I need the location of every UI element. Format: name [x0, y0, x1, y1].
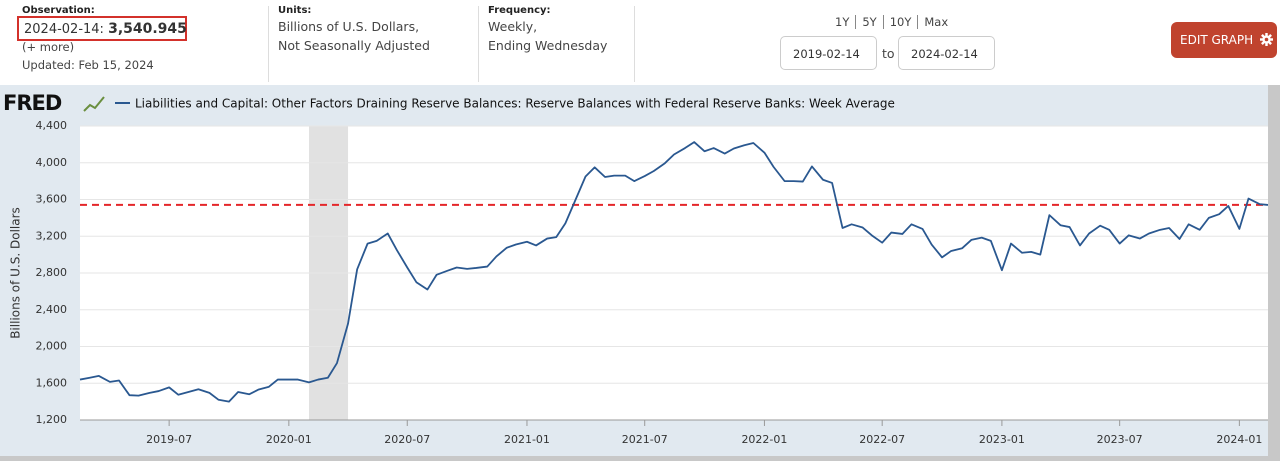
edit-graph-label: EDIT GRAPH	[1180, 33, 1254, 47]
header: Observation: 2024-02-14: 3,540.945 (+ mo…	[0, 0, 1280, 85]
y-tick-label: 1,600	[36, 376, 68, 389]
y-tick-label: 3,600	[36, 193, 68, 206]
divider	[478, 6, 479, 82]
range-link[interactable]: Max	[917, 15, 955, 29]
edit-graph-button[interactable]: EDIT GRAPH	[1171, 22, 1277, 58]
x-tick-label: 2019-07	[146, 433, 192, 446]
chart-panel: FRED 1,200 1,600 2,000 2,400 2,800 3,200 3,600…	[0, 85, 1269, 456]
frequency-line: Weekly,	[488, 19, 538, 34]
x-tick-label: 2022-01	[741, 433, 787, 446]
y-tick-label: 2,000	[36, 340, 68, 353]
x-tick-label: 2020-07	[384, 433, 430, 446]
gear-icon	[1259, 33, 1273, 46]
range-link[interactable]: 10Y	[882, 15, 918, 29]
legend-label: Liabilities and Capital: Other Factors D…	[135, 97, 895, 111]
to-label: to	[882, 46, 895, 61]
x-tick-label: 2021-01	[504, 433, 550, 446]
y-tick-label: 2,800	[36, 266, 68, 279]
y-axis-label: Billions of U.S. Dollars	[9, 207, 23, 339]
range-links: 1Y 5Y 10Y Max	[829, 11, 955, 30]
x-tick-label: 2024-01	[1216, 433, 1262, 446]
fred-logo: FRED	[3, 91, 62, 115]
frequency-line: Ending Wednesday	[488, 38, 608, 53]
series-line	[79, 141, 1269, 403]
y-tick-label: 3,200	[36, 229, 68, 242]
units-line: Billions of U.S. Dollars,	[278, 19, 420, 34]
updated: Updated: Feb 15, 2024	[22, 58, 154, 72]
divider	[634, 6, 635, 82]
x-tick-label: 2021-07	[622, 433, 668, 446]
y-tick-label: 4,000	[36, 156, 68, 169]
y-tick-label: 1,200	[36, 413, 68, 426]
frequency-label: Frequency:	[488, 5, 551, 16]
range-link[interactable]: 1Y	[835, 15, 850, 29]
observation-label: Observation:	[22, 5, 95, 16]
chart: FRED 1,200 1,600 2,000 2,400 2,800 3,200 3,600…	[3, 91, 1269, 446]
x-tick-label: 2022-07	[859, 433, 905, 446]
x-tick-label: 2023-07	[1097, 433, 1143, 446]
units-label: Units:	[278, 5, 312, 16]
y-tick-label: 2,400	[36, 303, 68, 316]
divider	[268, 6, 269, 82]
observation-value: 3,540.945	[108, 21, 187, 37]
units-line: Not Seasonally Adjusted	[278, 38, 430, 53]
end-date-input[interactable]: 2024-02-14	[898, 36, 995, 70]
x-tick-label: 2023-01	[979, 433, 1025, 446]
observation-box: 2024-02-14: 3,540.945	[17, 16, 187, 41]
y-tick-label: 4,400	[36, 119, 68, 132]
more-link[interactable]: (+ more)	[22, 40, 75, 54]
observation-date: 2024-02-14:	[24, 22, 104, 37]
start-date-input[interactable]: 2019-02-14	[780, 36, 877, 70]
x-tick-label: 2020-01	[266, 433, 312, 446]
range-link[interactable]: 5Y	[855, 15, 883, 29]
logo-icon	[83, 96, 105, 112]
